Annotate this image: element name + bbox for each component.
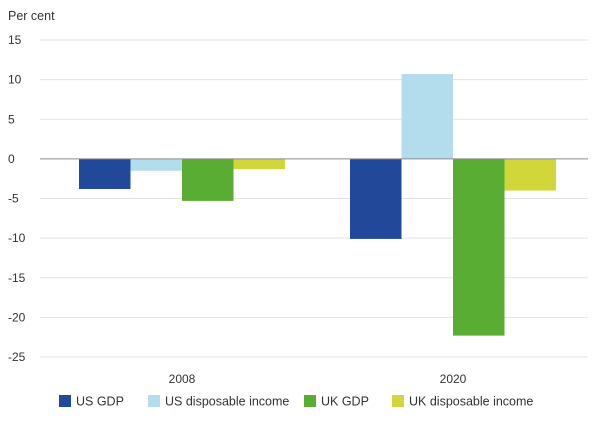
bar-uk-disposable-income-2008 [233,158,285,170]
legend-item: UK GDP [304,395,369,409]
y-tick-label: -15 [8,271,26,285]
legend: US GDP US disposable income UK GDP UK dispo… [59,395,533,409]
y-axis-unit-label: Per cent [8,9,55,23]
legend-swatch [148,395,160,407]
legend-swatch [59,395,71,407]
legend-swatch [392,395,404,407]
bars [79,74,556,336]
legend-label: UK GDP [321,395,369,409]
legend-item: UK disposable income [392,395,533,409]
gridlines [40,39,588,358]
legend-item: US GDP [59,395,124,409]
y-tick-label: -25 [8,350,26,364]
bar-us-gdp-2020 [350,158,402,239]
y-tick-label: -20 [8,310,26,324]
y-tick-label: 5 [8,112,15,126]
legend-item: US disposable income [148,395,289,409]
x-axis-categories: 2008 2020 [169,372,467,386]
bar-uk-gdp-2020 [453,158,505,336]
y-tick-label: 10 [8,73,22,87]
y-tick-label: 0 [8,152,15,166]
y-axis-ticks: 15 10 5 0 -5 -10 -15 -20 -25 [8,33,26,364]
x-category-label: 2020 [440,372,467,386]
bar-us-gdp-2008 [79,158,131,189]
legend-label: US disposable income [165,395,289,409]
bar-uk-gdp-2008 [182,158,234,201]
legend-label: US GDP [76,395,124,409]
bar-uk-disposable-income-2020 [504,158,556,191]
legend-label: UK disposable income [409,395,533,409]
legend-swatch [304,395,316,407]
bar-us-disposable-income-2020 [401,74,453,159]
bar-us-disposable-income-2008 [130,158,182,171]
y-tick-label: -10 [8,231,26,245]
x-category-label: 2008 [169,372,196,386]
y-tick-label: -5 [8,192,19,206]
y-tick-label: 15 [8,33,22,47]
